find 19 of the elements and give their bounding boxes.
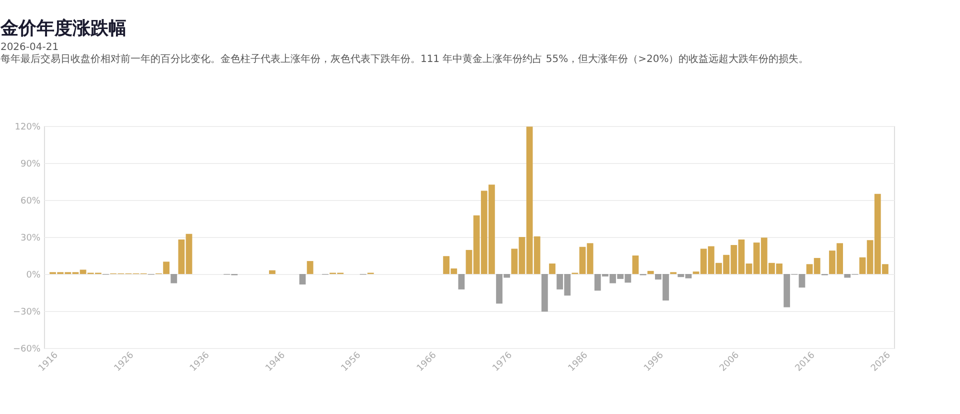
y-tick-label: 0% <box>26 270 41 280</box>
text: 每年最后交易日收盘价相对前一年的百分比变化。金色柱子代表上涨年份，灰色代表下跌年份。111 年中黄金上涨年份约占 55%，但大涨年份（>20%）的收益远超大跌年份的损失。 <box>0 53 809 65</box>
chart-title: 金价年度涨跌幅 <box>0 18 126 39</box>
chart-subtitle: 2026-04-21 <box>0 42 59 53</box>
y-tick-label: 120% <box>14 122 41 132</box>
bar <box>170 274 178 284</box>
y-tick-label: −60% <box>12 344 41 354</box>
bar <box>458 274 465 290</box>
bar <box>269 270 276 274</box>
y-tick-label: 30% <box>20 234 41 244</box>
y-tick-label: 90% <box>20 160 41 170</box>
bar <box>306 261 314 274</box>
y-tick-label: 60% <box>20 196 41 206</box>
bar <box>541 274 548 312</box>
bar <box>632 256 639 274</box>
bar <box>647 270 654 274</box>
bar <box>549 264 556 274</box>
bar <box>299 274 306 284</box>
y-tick-label: −30% <box>12 308 41 318</box>
